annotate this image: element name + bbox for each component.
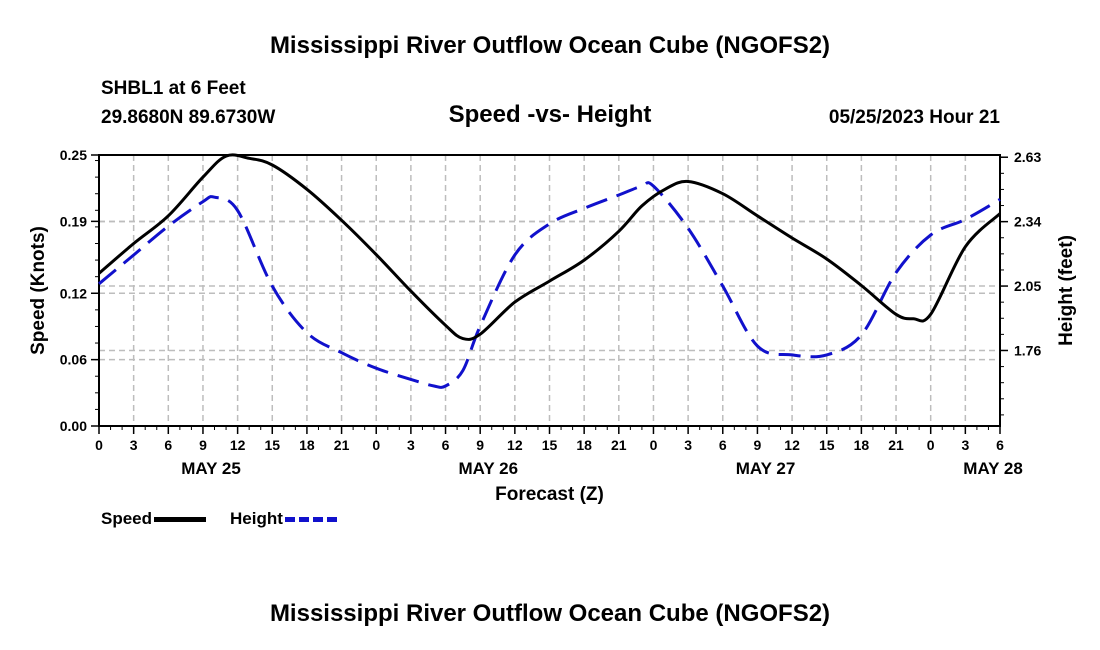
x-tick-label: 0 xyxy=(372,437,380,453)
x-tick-label: 9 xyxy=(754,437,762,453)
x-tick-label: 18 xyxy=(576,437,592,453)
x-tick-label: 12 xyxy=(230,437,246,453)
x-tick-label: 15 xyxy=(264,437,280,453)
date-label: MAY 27 xyxy=(736,459,796,478)
x-tick-label: 3 xyxy=(684,437,692,453)
x-tick-label: 6 xyxy=(996,437,1004,453)
axis-ticks xyxy=(91,154,1008,434)
x-tick-label: 21 xyxy=(611,437,627,453)
y-axis-title: Speed (Knots) xyxy=(28,226,49,355)
y2-tick-label: 2.63 xyxy=(1014,149,1041,165)
x-tick-label: 18 xyxy=(854,437,870,453)
x-tick-label: 18 xyxy=(299,437,315,453)
x-tick-label: 0 xyxy=(927,437,935,453)
x-tick-label: 3 xyxy=(130,437,138,453)
station-label: SHBL1 at 6 Feet xyxy=(101,78,246,99)
date-label: MAY 28 xyxy=(963,459,1023,478)
x-tick-label: 3 xyxy=(961,437,969,453)
x-tick-label: 9 xyxy=(199,437,207,453)
legend-height-label: Height xyxy=(230,509,283,528)
legend-height: Height xyxy=(230,509,337,529)
y2-tick-label: 2.05 xyxy=(1014,278,1041,294)
x-tick-label: 0 xyxy=(650,437,658,453)
legend-speed-swatch xyxy=(154,517,207,523)
y2-axis-title: Height (feet) xyxy=(1056,235,1077,346)
series-height-line xyxy=(98,181,1001,389)
y-tick-label: 0.19 xyxy=(60,213,87,229)
x-tick-label: 21 xyxy=(334,437,350,453)
y2-tick-label: 2.34 xyxy=(1014,214,1041,230)
y-tick-label: 0.12 xyxy=(60,285,87,301)
series-lines xyxy=(98,153,1002,389)
x-tick-label: 6 xyxy=(164,437,172,453)
y-tick-label: 0.06 xyxy=(60,352,87,368)
legend-speed: Speed xyxy=(101,509,207,529)
x-tick-label: 6 xyxy=(442,437,450,453)
axis-labels: 0 3 6 9 12 15 18 21 0 3 6 9 12 15 18 21 0 3 6 9 12 15 18 21 0 3 6 0… xyxy=(28,147,1077,505)
series-speed-line xyxy=(98,153,1002,341)
x-tick-label: 9 xyxy=(476,437,484,453)
legend-speed-label: Speed xyxy=(101,509,153,528)
legend-height-swatch xyxy=(284,517,337,523)
x-tick-label: 15 xyxy=(819,437,835,453)
chart-title: Mississippi River Outflow Ocean Cube (NG… xyxy=(269,32,831,59)
forecast-datetime: 05/25/2023 Hour 21 xyxy=(828,107,1000,128)
footer-title: Mississippi River Outflow Ocean Cube (NG… xyxy=(269,600,831,627)
chart-subtitle: Speed -vs- Height xyxy=(448,101,652,128)
y-tick-label: 0.25 xyxy=(60,147,87,163)
x-tick-label: 15 xyxy=(542,437,558,453)
x-tick-label: 3 xyxy=(407,437,415,453)
x-tick-label: 12 xyxy=(784,437,800,453)
x-tick-label: 12 xyxy=(507,437,523,453)
x-tick-label: 21 xyxy=(888,437,904,453)
x-axis-title: Forecast (Z) xyxy=(495,484,604,505)
station-coordinates: 29.8680N 89.6730W xyxy=(101,107,276,128)
y2-tick-label: 1.76 xyxy=(1014,342,1041,358)
y-tick-label: 0.00 xyxy=(60,418,87,434)
grid-lines xyxy=(99,155,1000,426)
x-tick-label: 0 xyxy=(95,437,103,453)
date-label: MAY 26 xyxy=(459,459,519,478)
date-label: MAY 25 xyxy=(181,459,241,478)
x-tick-label: 6 xyxy=(719,437,727,453)
